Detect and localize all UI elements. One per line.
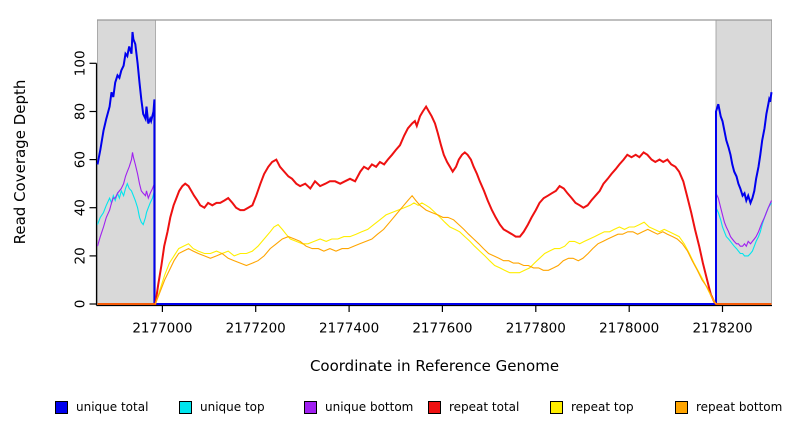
y-tick-label: 60: [73, 151, 89, 168]
legend-label-repeat-total: repeat total: [449, 400, 520, 414]
legend: unique total unique top unique bottom re…: [0, 399, 792, 419]
legend-swatch-unique-total: [55, 400, 68, 414]
legend-swatch-repeat-total: [428, 400, 441, 414]
x-tick-label: 2177800: [506, 321, 566, 337]
y-tick-label: 100: [73, 50, 89, 76]
legend-item-repeat-top: repeat top: [550, 399, 634, 415]
x-axis-title: Coordinate in Reference Genome: [309, 357, 560, 375]
x-tick-label: 2178200: [692, 321, 752, 337]
x-tick-label: 2178000: [599, 321, 659, 337]
legend-label-unique-top: unique top: [200, 400, 265, 414]
legend-swatch-repeat-top: [550, 400, 563, 414]
series-repeat-total: [97, 104, 772, 305]
y-tick-label: 80: [73, 103, 89, 120]
legend-label-unique-bottom: unique bottom: [325, 400, 414, 414]
x-tick-label: 2177400: [319, 321, 379, 337]
legend-swatch-repeat-bottom: [675, 400, 688, 414]
legend-item-unique-total: unique total: [55, 399, 148, 415]
legend-swatch-unique-bottom: [304, 400, 317, 414]
legend-item-repeat-bottom: repeat bottom: [675, 399, 782, 415]
legend-swatch-unique-top: [179, 400, 192, 414]
x-tick-label: 2177200: [226, 321, 286, 337]
y-tick-label: 40: [73, 199, 89, 216]
legend-item-unique-bottom: unique bottom: [304, 399, 413, 415]
y-tick-label: 0: [73, 300, 89, 309]
legend-item-unique-top: unique top: [179, 399, 265, 415]
y-tick-label: 20: [73, 247, 89, 264]
legend-label-repeat-bottom: repeat bottom: [696, 400, 783, 414]
series-repeat-top: [97, 202, 772, 305]
y-axis-title: Read Coverage Depth: [11, 79, 29, 245]
series-repeat-bottom: [97, 194, 772, 305]
series-unique-bottom: [96, 152, 773, 305]
x-tick-label: 2177000: [132, 321, 192, 337]
series-unique-total: [96, 31, 773, 305]
x-tick-label: 2177600: [412, 321, 472, 337]
legend-item-repeat-total: repeat total: [428, 399, 519, 415]
shaded-region: [715, 19, 772, 305]
legend-label-unique-total: unique total: [76, 400, 149, 414]
shaded-region: [97, 19, 156, 305]
legend-label-repeat-top: repeat top: [571, 400, 634, 414]
